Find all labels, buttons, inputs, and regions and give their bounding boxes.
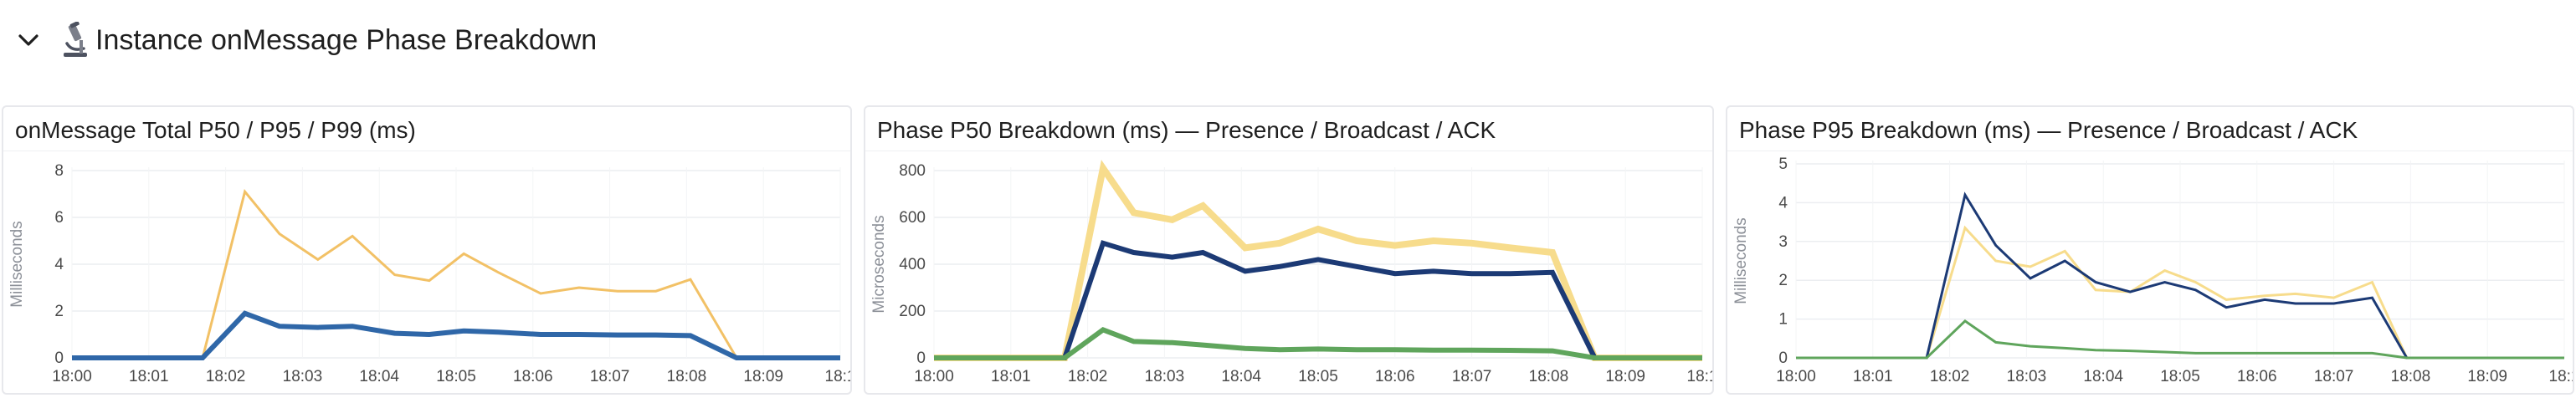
y-tick-label: 2: [1778, 272, 1788, 289]
row-header: Instance onMessage Phase Breakdown: [0, 0, 2576, 80]
series-line-presence[interactable]: [934, 160, 1702, 361]
x-tick-label: 18:08: [1529, 368, 1569, 385]
panel-title: Phase P95 Breakdown (ms) — Presence / Br…: [1739, 117, 2358, 143]
y-axis-label: Microseconds: [870, 215, 888, 313]
x-tick-label: 18:09: [1605, 368, 1645, 385]
panel-header[interactable]: onMessage Total P50 / P95 / P99 (ms): [3, 107, 850, 151]
x-tick-label: 18:02: [206, 368, 246, 385]
series-line-broadcast[interactable]: [1796, 191, 2564, 360]
series-line-ack[interactable]: [1796, 319, 2564, 360]
x-tick-label: 18:00: [914, 368, 954, 385]
row-title: Instance onMessage Phase Breakdown: [95, 24, 598, 56]
chevron-down-icon: [18, 34, 38, 46]
series-line-p50[interactable]: [72, 310, 840, 360]
series-line-p99[interactable]: [72, 188, 840, 360]
panel-title: Phase P50 Breakdown (ms) — Presence / Br…: [877, 117, 1496, 143]
x-tick-label: 18:07: [2314, 368, 2354, 385]
series-line-broadcast[interactable]: [934, 240, 1702, 360]
x-tick-label: 18:03: [1145, 368, 1185, 385]
y-tick-label: 5: [1778, 156, 1788, 173]
x-tick-label: 18:1: [1687, 368, 1712, 385]
x-tick-label: 18:00: [1776, 368, 1816, 385]
x-tick-label: 18:05: [2160, 368, 2200, 385]
y-tick-label: 800: [899, 162, 926, 180]
x-tick-label: 18:03: [283, 368, 323, 385]
line-chart[interactable]: 0 2 4 6 8 18:00 18:01 18:02 18:03 18:04 18:05 18:06…: [3, 107, 850, 393]
x-tick-label: 18:08: [2391, 368, 2431, 385]
line-chart[interactable]: 0 200 400 600 800 18:00 18:01 18:02 18:03 18:04 18…: [865, 107, 1712, 393]
panel-phase-p50[interactable]: Phase P50 Breakdown (ms) — Presence / Br…: [864, 105, 1714, 395]
x-tick-label: 18:06: [1375, 368, 1415, 385]
y-tick-label: 400: [899, 256, 926, 273]
panel-header[interactable]: Phase P50 Breakdown (ms) — Presence / Br…: [865, 107, 1712, 151]
y-axis-label: Milliseconds: [8, 221, 26, 307]
y-tick-label: 4: [1778, 194, 1788, 212]
x-tick-label: 18:1: [2549, 368, 2573, 385]
x-tick-label: 18:1: [825, 368, 850, 385]
panel-onmessage-total[interactable]: onMessage Total P50 / P95 / P99 (ms) 0 2 4…: [2, 105, 852, 395]
y-tick-label: 2: [54, 303, 64, 320]
x-tick-label: 18:04: [1221, 368, 1261, 385]
y-tick-label: 600: [899, 209, 926, 227]
series-line-presence[interactable]: [1796, 225, 2564, 360]
y-tick-label: 0: [1778, 350, 1788, 367]
x-tick-label: 18:02: [1068, 368, 1108, 385]
x-tick-label: 18:03: [2007, 368, 2047, 385]
line-chart[interactable]: 0 1 2 3 4 5 18:00 18:01 18:02 18:03 18:04 18:05 18:0…: [1727, 107, 2573, 393]
x-tick-label: 18:02: [1930, 368, 1970, 385]
x-tick-label: 18:07: [1452, 368, 1492, 385]
y-tick-label: 0: [916, 350, 926, 367]
y-tick-label: 3: [1778, 233, 1788, 251]
x-tick-label: 18:01: [1853, 368, 1893, 385]
x-tick-label: 18:04: [359, 368, 399, 385]
x-tick-label: 18:08: [667, 368, 707, 385]
x-tick-label: 18:01: [991, 368, 1031, 385]
y-tick-label: 4: [54, 256, 64, 273]
y-tick-label: 200: [899, 303, 926, 320]
panel-header[interactable]: Phase P95 Breakdown (ms) — Presence / Br…: [1727, 107, 2573, 151]
collapse-row-button[interactable]: [12, 23, 45, 57]
series-line-ack[interactable]: [934, 327, 1702, 360]
y-axis-label: Milliseconds: [1732, 217, 1750, 304]
y-tick-label: 8: [54, 162, 64, 180]
y-tick-label: 0: [54, 350, 64, 367]
x-tick-label: 18:05: [1298, 368, 1338, 385]
panel-title: onMessage Total P50 / P95 / P99 (ms): [15, 117, 416, 143]
y-tick-label: 1: [1778, 311, 1788, 329]
x-tick-label: 18:04: [2083, 368, 2123, 385]
y-tick-label: 6: [54, 209, 64, 227]
x-tick-label: 18:09: [743, 368, 783, 385]
panel-phase-p95[interactable]: Phase P95 Breakdown (ms) — Presence / Br…: [1726, 105, 2574, 395]
microscope-icon: [64, 22, 87, 57]
x-tick-label: 18:09: [2467, 368, 2507, 385]
x-tick-label: 18:07: [590, 368, 630, 385]
x-tick-label: 18:01: [129, 368, 169, 385]
x-tick-label: 18:00: [52, 368, 92, 385]
x-tick-label: 18:05: [436, 368, 476, 385]
x-tick-label: 18:06: [2237, 368, 2277, 385]
x-tick-label: 18:06: [513, 368, 553, 385]
